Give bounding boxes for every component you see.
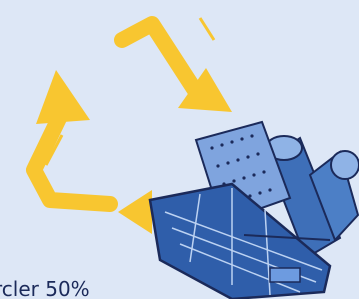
illustration: rcler 50%: [0, 0, 359, 299]
caption: rcler 50%: [0, 277, 90, 299]
page: rcler 50% (() => { const data = JSON.par…: [0, 0, 359, 299]
